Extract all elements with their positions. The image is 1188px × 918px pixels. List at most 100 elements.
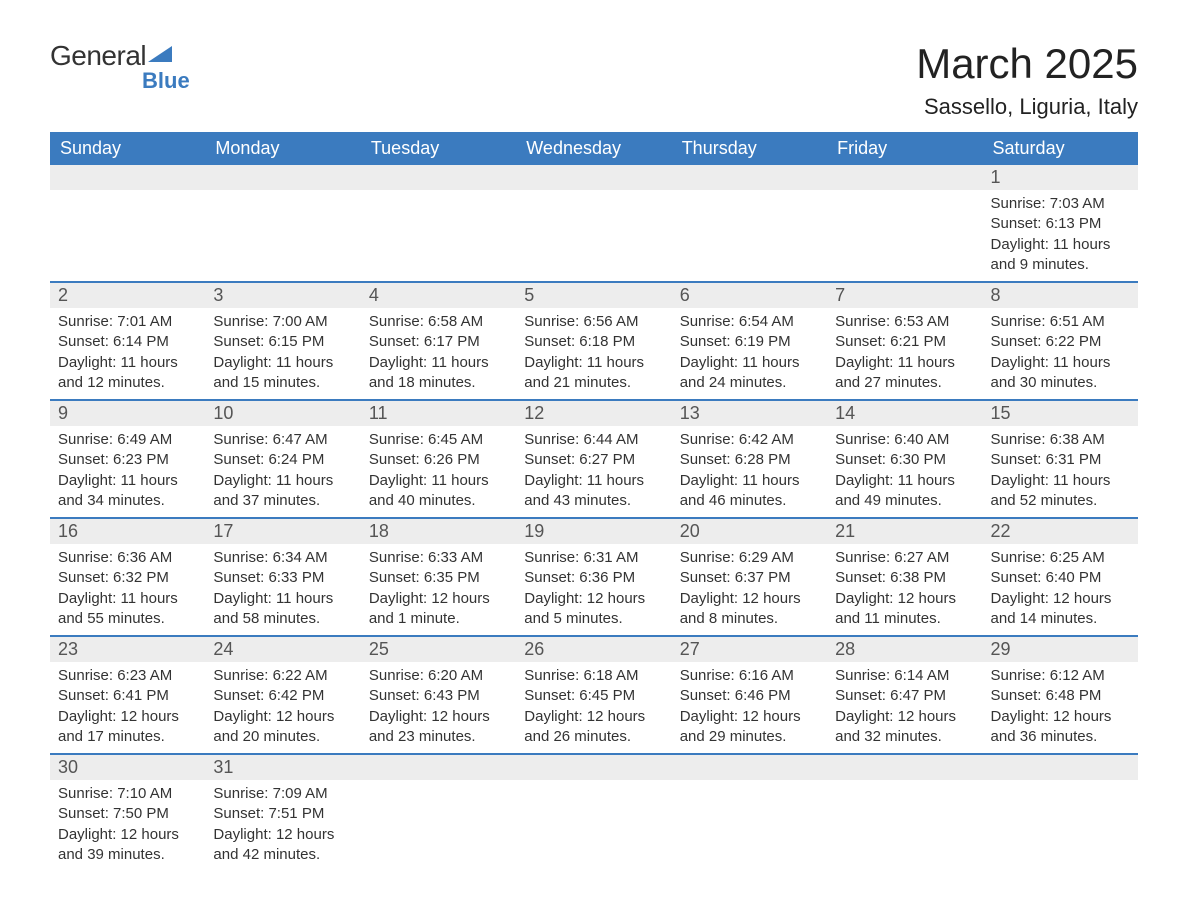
day-cell: 2Sunrise: 7:01 AMSunset: 6:14 PMDaylight… — [50, 283, 205, 399]
day-number: 21 — [827, 519, 982, 544]
day-details — [516, 780, 671, 790]
day-number: 29 — [983, 637, 1138, 662]
day-details: Sunrise: 6:34 AMSunset: 6:33 PMDaylight:… — [205, 544, 360, 635]
day-cell: 6Sunrise: 6:54 AMSunset: 6:19 PMDaylight… — [672, 283, 827, 399]
day-cell: 17Sunrise: 6:34 AMSunset: 6:33 PMDayligh… — [205, 519, 360, 635]
sunrise-text: Sunrise: 6:25 AM — [991, 548, 1130, 568]
day-number: 17 — [205, 519, 360, 544]
day-number: 8 — [983, 283, 1138, 308]
sunrise-text: Sunrise: 6:12 AM — [991, 666, 1130, 686]
day-cell: 22Sunrise: 6:25 AMSunset: 6:40 PMDayligh… — [983, 519, 1138, 635]
day-details: Sunrise: 6:56 AMSunset: 6:18 PMDaylight:… — [516, 308, 671, 399]
day-number: 22 — [983, 519, 1138, 544]
sunset-text: Sunset: 7:51 PM — [213, 804, 352, 824]
sunset-text: Sunset: 6:35 PM — [369, 568, 508, 588]
day-number — [672, 165, 827, 190]
day-details — [205, 190, 360, 200]
day-number: 9 — [50, 401, 205, 426]
sunset-text: Sunset: 6:48 PM — [991, 686, 1130, 706]
daylight-text: Daylight: 12 hours and 39 minutes. — [58, 825, 197, 866]
sunrise-text: Sunrise: 6:40 AM — [835, 430, 974, 450]
daylight-text: Daylight: 11 hours and 27 minutes. — [835, 353, 974, 394]
day-details — [361, 780, 516, 790]
day-number: 10 — [205, 401, 360, 426]
daylight-text: Daylight: 12 hours and 17 minutes. — [58, 707, 197, 748]
day-number — [205, 165, 360, 190]
day-details: Sunrise: 6:40 AMSunset: 6:30 PMDaylight:… — [827, 426, 982, 517]
sunrise-text: Sunrise: 6:18 AM — [524, 666, 663, 686]
week-row: 9Sunrise: 6:49 AMSunset: 6:23 PMDaylight… — [50, 399, 1138, 517]
daylight-text: Daylight: 11 hours and 21 minutes. — [524, 353, 663, 394]
sunset-text: Sunset: 6:28 PM — [680, 450, 819, 470]
location: Sassello, Liguria, Italy — [916, 94, 1138, 120]
day-cell: 12Sunrise: 6:44 AMSunset: 6:27 PMDayligh… — [516, 401, 671, 517]
day-details: Sunrise: 7:03 AMSunset: 6:13 PMDaylight:… — [983, 190, 1138, 281]
day-cell — [361, 165, 516, 281]
day-number — [50, 165, 205, 190]
day-number — [983, 755, 1138, 780]
sunset-text: Sunset: 6:21 PM — [835, 332, 974, 352]
week-row: 16Sunrise: 6:36 AMSunset: 6:32 PMDayligh… — [50, 517, 1138, 635]
daylight-text: Daylight: 12 hours and 5 minutes. — [524, 589, 663, 630]
day-cell — [516, 165, 671, 281]
dayheader-wednesday: Wednesday — [516, 132, 671, 165]
day-number — [827, 165, 982, 190]
dayheader-tuesday: Tuesday — [361, 132, 516, 165]
day-cell — [827, 165, 982, 281]
week-row: 23Sunrise: 6:23 AMSunset: 6:41 PMDayligh… — [50, 635, 1138, 753]
day-details: Sunrise: 6:53 AMSunset: 6:21 PMDaylight:… — [827, 308, 982, 399]
sunset-text: Sunset: 6:46 PM — [680, 686, 819, 706]
daylight-text: Daylight: 12 hours and 14 minutes. — [991, 589, 1130, 630]
sunset-text: Sunset: 6:13 PM — [991, 214, 1130, 234]
sunrise-text: Sunrise: 7:10 AM — [58, 784, 197, 804]
daylight-text: Daylight: 11 hours and 52 minutes. — [991, 471, 1130, 512]
daylight-text: Daylight: 12 hours and 26 minutes. — [524, 707, 663, 748]
day-cell: 7Sunrise: 6:53 AMSunset: 6:21 PMDaylight… — [827, 283, 982, 399]
day-number: 30 — [50, 755, 205, 780]
day-number — [516, 755, 671, 780]
week-row: 1Sunrise: 7:03 AMSunset: 6:13 PMDaylight… — [50, 165, 1138, 281]
sunset-text: Sunset: 6:45 PM — [524, 686, 663, 706]
day-cell: 20Sunrise: 6:29 AMSunset: 6:37 PMDayligh… — [672, 519, 827, 635]
day-cell: 19Sunrise: 6:31 AMSunset: 6:36 PMDayligh… — [516, 519, 671, 635]
dayheader-saturday: Saturday — [983, 132, 1138, 165]
sunrise-text: Sunrise: 7:01 AM — [58, 312, 197, 332]
day-details — [827, 780, 982, 790]
day-number: 28 — [827, 637, 982, 662]
day-details: Sunrise: 6:47 AMSunset: 6:24 PMDaylight:… — [205, 426, 360, 517]
day-details: Sunrise: 6:25 AMSunset: 6:40 PMDaylight:… — [983, 544, 1138, 635]
day-number: 23 — [50, 637, 205, 662]
sunrise-text: Sunrise: 7:03 AM — [991, 194, 1130, 214]
sunrise-text: Sunrise: 6:22 AM — [213, 666, 352, 686]
daylight-text: Daylight: 11 hours and 24 minutes. — [680, 353, 819, 394]
daylight-text: Daylight: 12 hours and 36 minutes. — [991, 707, 1130, 748]
sunset-text: Sunset: 6:32 PM — [58, 568, 197, 588]
logo: General Blue — [50, 40, 190, 94]
daylight-text: Daylight: 11 hours and 55 minutes. — [58, 589, 197, 630]
day-details: Sunrise: 6:45 AMSunset: 6:26 PMDaylight:… — [361, 426, 516, 517]
sunset-text: Sunset: 6:22 PM — [991, 332, 1130, 352]
week-row: 2Sunrise: 7:01 AMSunset: 6:14 PMDaylight… — [50, 281, 1138, 399]
day-number: 11 — [361, 401, 516, 426]
day-number: 25 — [361, 637, 516, 662]
daylight-text: Daylight: 11 hours and 18 minutes. — [369, 353, 508, 394]
day-details: Sunrise: 6:38 AMSunset: 6:31 PMDaylight:… — [983, 426, 1138, 517]
sunrise-text: Sunrise: 7:00 AM — [213, 312, 352, 332]
sunset-text: Sunset: 6:42 PM — [213, 686, 352, 706]
day-cell: 27Sunrise: 6:16 AMSunset: 6:46 PMDayligh… — [672, 637, 827, 753]
daylight-text: Daylight: 11 hours and 58 minutes. — [213, 589, 352, 630]
day-details: Sunrise: 6:16 AMSunset: 6:46 PMDaylight:… — [672, 662, 827, 753]
day-number: 16 — [50, 519, 205, 544]
day-cell: 9Sunrise: 6:49 AMSunset: 6:23 PMDaylight… — [50, 401, 205, 517]
day-details: Sunrise: 6:18 AMSunset: 6:45 PMDaylight:… — [516, 662, 671, 753]
day-cell: 5Sunrise: 6:56 AMSunset: 6:18 PMDaylight… — [516, 283, 671, 399]
sunrise-text: Sunrise: 6:45 AM — [369, 430, 508, 450]
sunrise-text: Sunrise: 6:34 AM — [213, 548, 352, 568]
day-number: 4 — [361, 283, 516, 308]
day-details: Sunrise: 6:12 AMSunset: 6:48 PMDaylight:… — [983, 662, 1138, 753]
day-details: Sunrise: 6:27 AMSunset: 6:38 PMDaylight:… — [827, 544, 982, 635]
day-number: 31 — [205, 755, 360, 780]
sunset-text: Sunset: 6:15 PM — [213, 332, 352, 352]
sunrise-text: Sunrise: 6:51 AM — [991, 312, 1130, 332]
day-number — [827, 755, 982, 780]
